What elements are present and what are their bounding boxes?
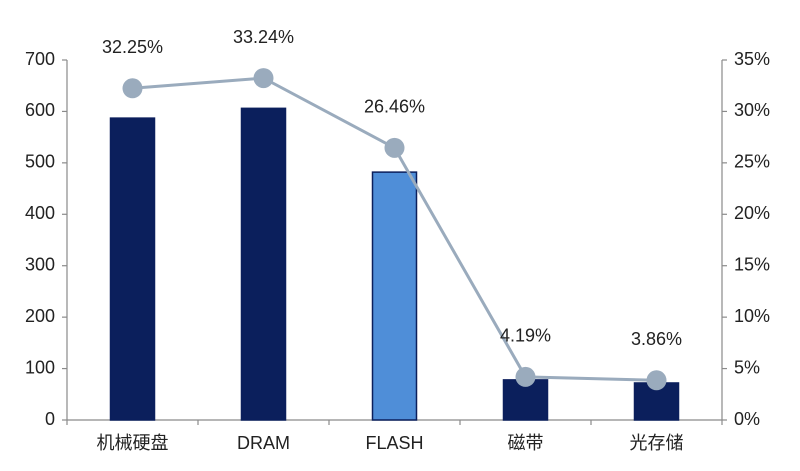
y2-tick-label: 30% bbox=[734, 100, 770, 120]
y-tick-label: 600 bbox=[25, 100, 55, 120]
data-label: 33.24% bbox=[233, 27, 294, 47]
x-tick-label: 磁带 bbox=[508, 433, 544, 453]
line-marker bbox=[253, 68, 274, 89]
y-tick-label: 500 bbox=[25, 152, 55, 172]
data-label: 4.19% bbox=[500, 326, 551, 346]
y2-tick-label: 0% bbox=[734, 409, 760, 429]
y2-tick-label: 5% bbox=[734, 357, 760, 377]
y2-tick-label: 20% bbox=[734, 203, 770, 223]
bar bbox=[240, 107, 287, 421]
x-tick-label: FLASH bbox=[365, 433, 423, 453]
y-tick-label: 300 bbox=[25, 254, 55, 274]
bar bbox=[371, 171, 418, 421]
line-marker bbox=[384, 137, 405, 158]
y-tick-label: 0 bbox=[45, 409, 55, 429]
x-tick-label: DRAM bbox=[237, 433, 290, 453]
line-marker bbox=[122, 78, 143, 99]
y-tick-label: 400 bbox=[25, 203, 55, 223]
y-tick-label: 200 bbox=[25, 306, 55, 326]
line-marker bbox=[515, 366, 536, 387]
y2-tick-label: 25% bbox=[734, 152, 770, 172]
x-tick-label: 光存储 bbox=[630, 433, 684, 453]
y2-tick-label: 15% bbox=[734, 254, 770, 274]
y-tick-label: 700 bbox=[25, 49, 55, 69]
y2-tick-label: 10% bbox=[734, 306, 770, 326]
data-label: 3.86% bbox=[631, 329, 682, 349]
y-tick-label: 100 bbox=[25, 357, 55, 377]
data-label: 32.25% bbox=[102, 37, 163, 57]
line-marker bbox=[646, 370, 667, 391]
y2-tick-label: 35% bbox=[734, 49, 770, 69]
x-tick-label: 机械硬盘 bbox=[97, 433, 169, 453]
bar bbox=[109, 117, 156, 421]
data-label: 26.46% bbox=[364, 97, 425, 117]
